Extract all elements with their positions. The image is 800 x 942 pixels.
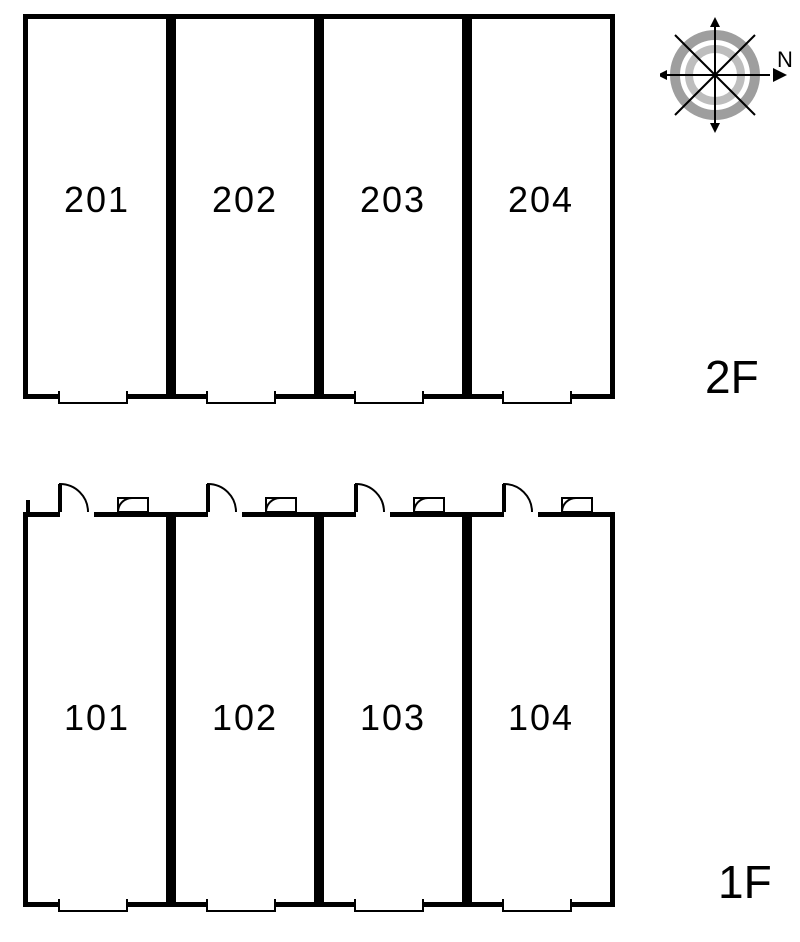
unit-102: 102 bbox=[171, 512, 319, 907]
window-notch bbox=[58, 899, 128, 912]
unit-label: 101 bbox=[64, 697, 130, 739]
unit-label: 202 bbox=[212, 179, 278, 221]
window-notch bbox=[502, 391, 572, 404]
unit-label: 203 bbox=[360, 179, 426, 221]
unit-label: 102 bbox=[212, 697, 278, 739]
unit-204: 204 bbox=[467, 14, 615, 399]
unit-201: 201 bbox=[23, 14, 171, 399]
compass-north-label: N bbox=[777, 47, 793, 72]
unit-101: 101 bbox=[23, 512, 171, 907]
unit-103: 103 bbox=[319, 512, 467, 907]
unit-label: 104 bbox=[508, 697, 574, 739]
unit-202: 202 bbox=[171, 14, 319, 399]
unit-104: 104 bbox=[467, 512, 615, 907]
compass-icon: N bbox=[660, 15, 780, 135]
unit-label: 204 bbox=[508, 179, 574, 221]
unit-203: 203 bbox=[319, 14, 467, 399]
floor-label-1f: 1F bbox=[718, 855, 772, 909]
unit-label: 201 bbox=[64, 179, 130, 221]
window-notch bbox=[354, 899, 424, 912]
floor-label-2f: 2F bbox=[705, 350, 759, 404]
window-notch bbox=[502, 899, 572, 912]
floorplan-canvas: N 201 202 203 204 2F 101 102 103 104 bbox=[0, 0, 800, 942]
unit-label: 103 bbox=[360, 697, 426, 739]
window-notch bbox=[206, 391, 276, 404]
window-notch bbox=[354, 391, 424, 404]
window-notch bbox=[206, 899, 276, 912]
window-notch bbox=[58, 391, 128, 404]
